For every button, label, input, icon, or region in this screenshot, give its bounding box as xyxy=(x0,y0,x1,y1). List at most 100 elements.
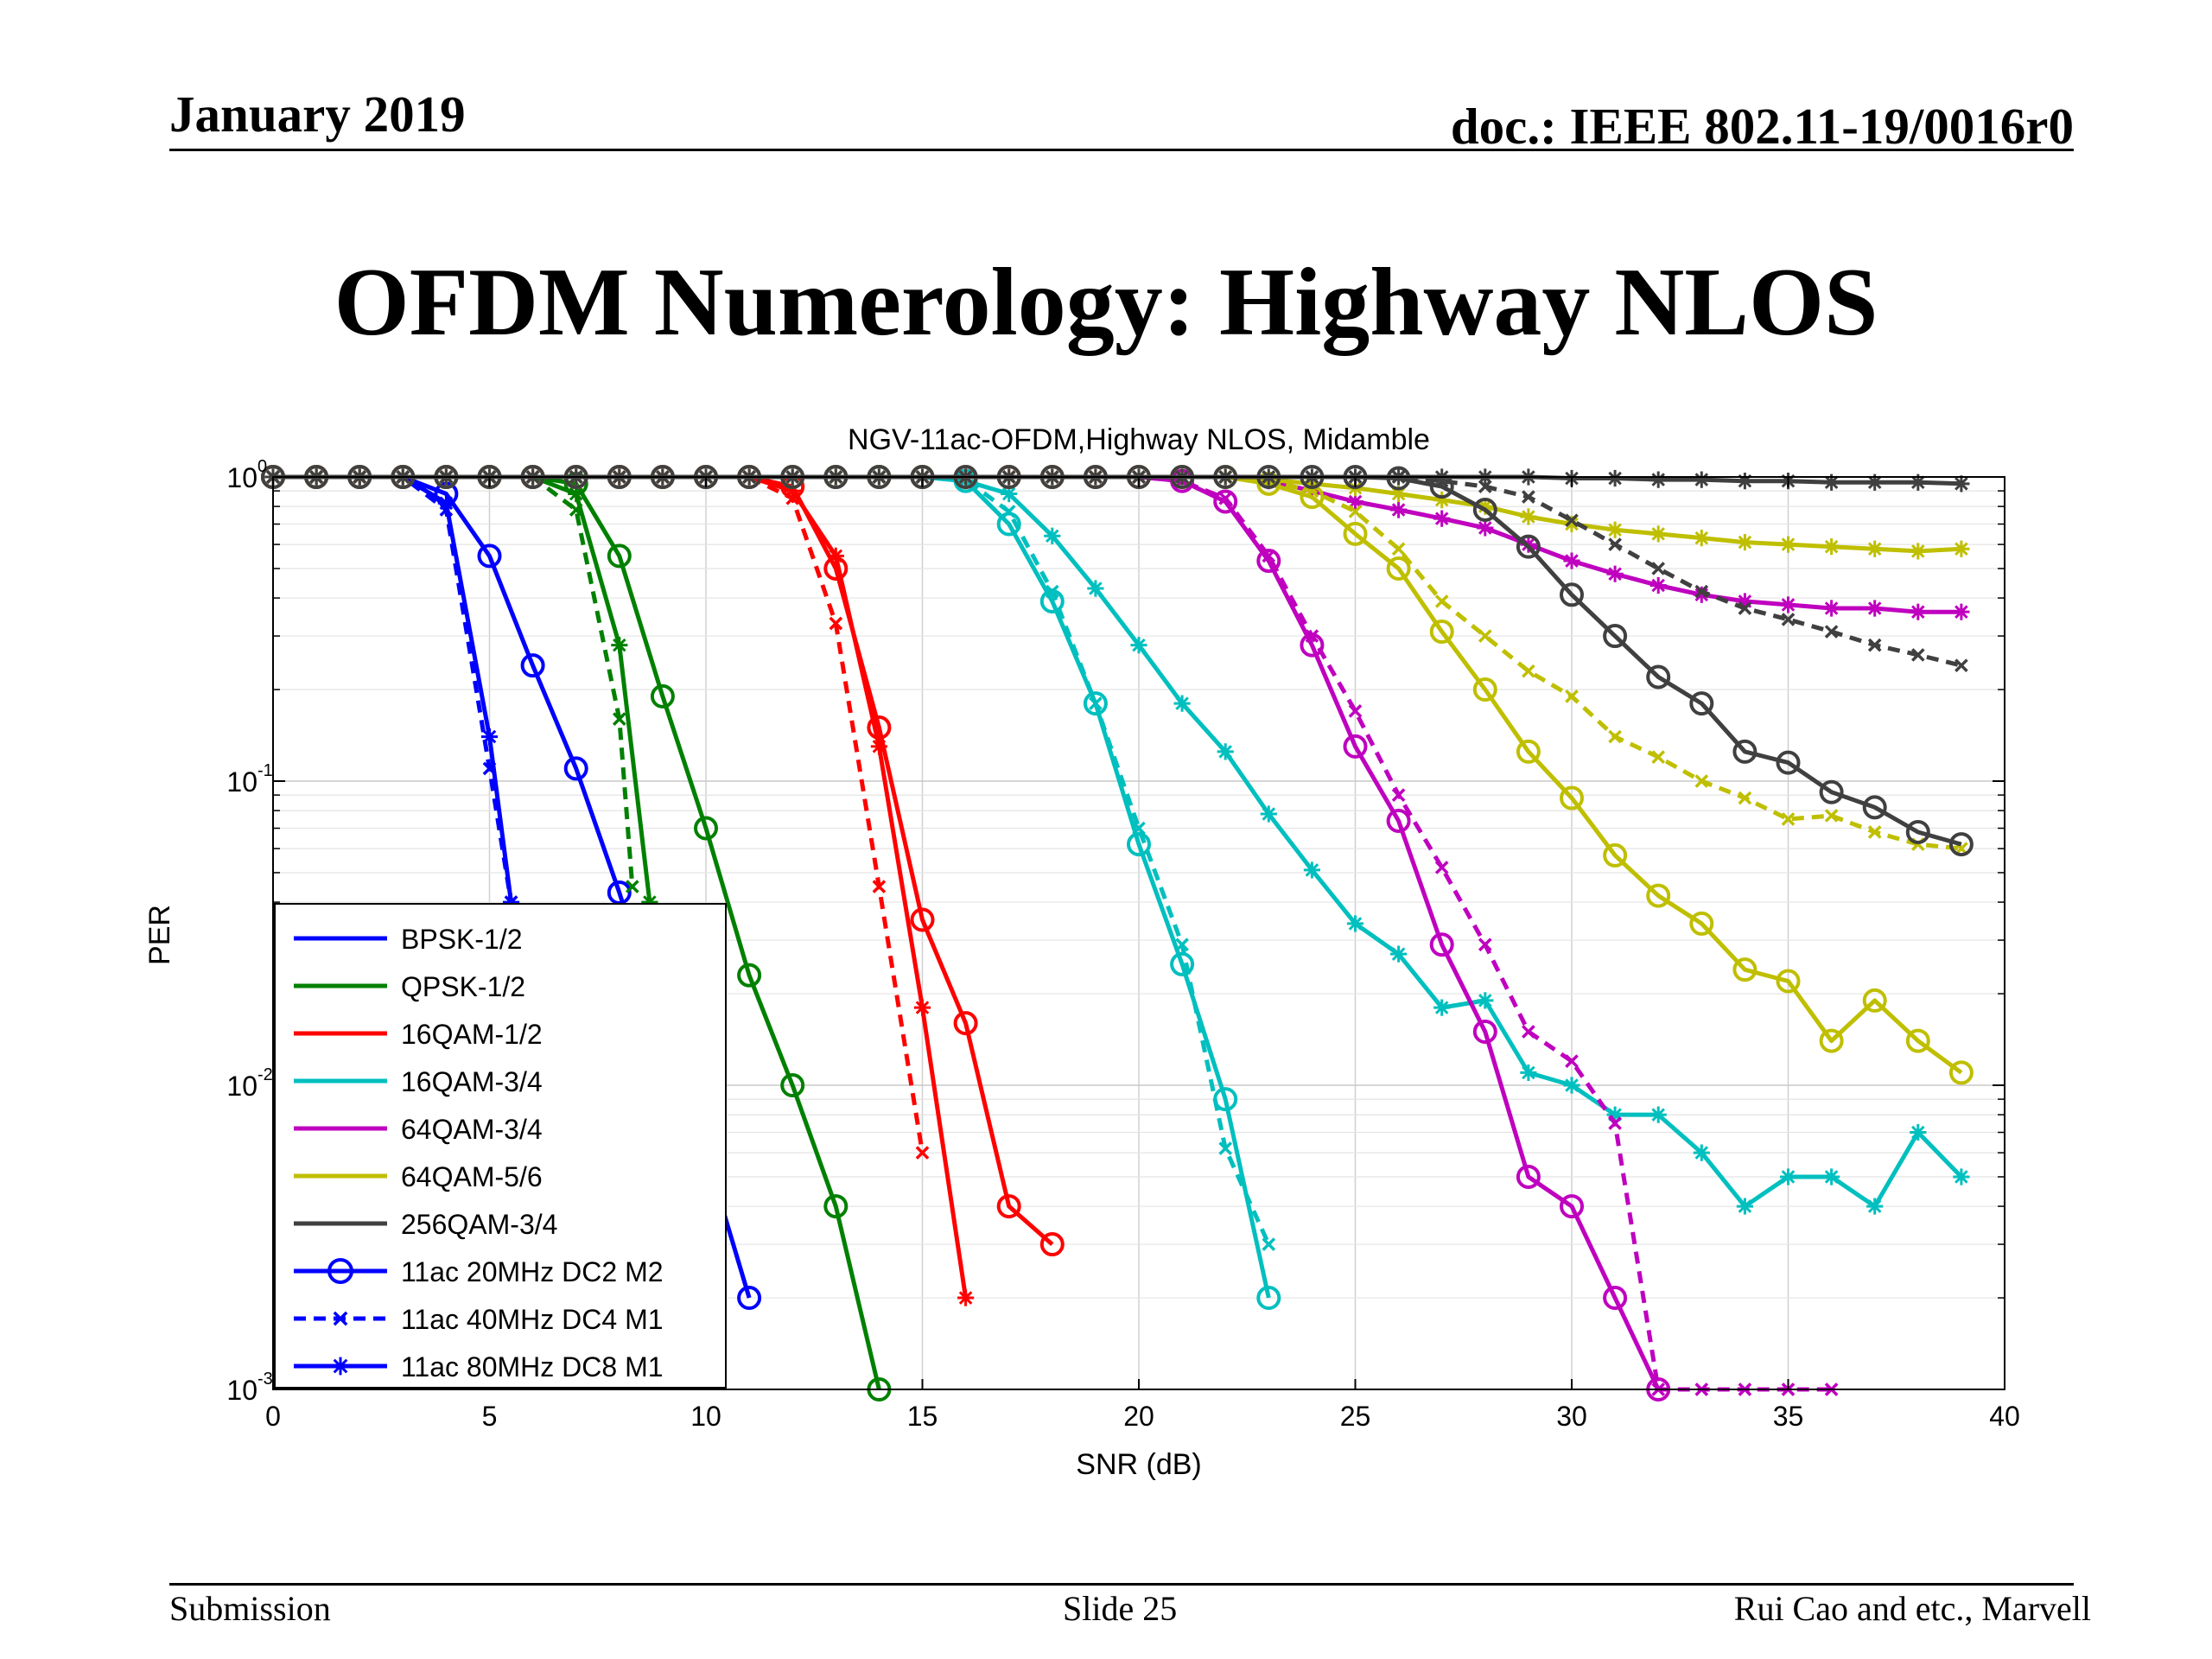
data-point-circle xyxy=(1819,779,1844,804)
data-point-star xyxy=(1736,1198,1753,1215)
data-point-x xyxy=(1045,584,1059,599)
data-point-circle xyxy=(1039,1232,1065,1257)
y-tick-label: 10 xyxy=(226,1375,257,1406)
data-point-x xyxy=(872,880,887,893)
legend-label: 16QAM-1/2 xyxy=(401,1019,543,1050)
data-point-circle xyxy=(1256,549,1281,574)
x-tick-label: 5 xyxy=(482,1401,498,1432)
data-point-x xyxy=(1565,513,1579,528)
data-point-star xyxy=(331,1357,350,1376)
data-point-star xyxy=(1563,552,1580,569)
x-axis-label: SNR (dB) xyxy=(1076,1448,1201,1481)
data-point-x xyxy=(1348,505,1363,518)
data-point-star xyxy=(1693,1144,1710,1161)
data-point-star xyxy=(1520,508,1537,525)
data-point-x xyxy=(625,880,639,893)
data-point-x xyxy=(1738,601,1752,615)
x-tick-label: 25 xyxy=(1340,1401,1371,1432)
legend-entry: 16QAM-3/4 xyxy=(294,1066,543,1097)
data-point-star xyxy=(1953,603,1970,620)
data-point-x xyxy=(1262,549,1276,563)
data-point-star xyxy=(957,1289,975,1306)
data-point-x xyxy=(1781,812,1796,826)
data-point-star xyxy=(1606,1106,1624,1123)
footer-submission: Submission xyxy=(169,1589,331,1628)
data-point-star xyxy=(1001,485,1018,503)
data-point-x xyxy=(1694,584,1709,599)
data-point-circle xyxy=(1343,734,1368,759)
data-point-x xyxy=(829,616,843,631)
data-point-circle xyxy=(1646,883,1671,908)
x-tick-label: 30 xyxy=(1556,1401,1587,1432)
data-point-circle xyxy=(1256,1286,1281,1311)
data-point-circle xyxy=(823,1194,849,1219)
data-point-circle xyxy=(1516,739,1541,764)
data-point-circle xyxy=(1732,739,1758,764)
data-point-star xyxy=(1130,637,1147,654)
data-point-star xyxy=(641,893,658,911)
data-point-circle xyxy=(1472,497,1497,522)
data-point-circle xyxy=(737,963,762,988)
data-point-star xyxy=(1736,473,1753,490)
data-point-star xyxy=(1044,527,1061,544)
y-tick-exponent: -3 xyxy=(257,1370,273,1389)
data-point-circle xyxy=(737,1286,762,1311)
data-point-x xyxy=(1478,480,1492,493)
data-point-circle xyxy=(1516,1164,1541,1189)
data-point-star xyxy=(1477,519,1494,537)
y-tick-label: 10 xyxy=(226,462,257,493)
data-point-star xyxy=(1606,565,1624,582)
header-doc-id: doc.: IEEE 802.11-19/0016r0 xyxy=(1450,98,2074,155)
data-point-circle xyxy=(1516,534,1541,559)
data-point-x xyxy=(1651,562,1666,575)
data-point-star xyxy=(1260,805,1277,823)
data-point-star xyxy=(1779,1168,1797,1185)
data-point-x xyxy=(1262,1237,1276,1251)
legend-entry: 16QAM-1/2 xyxy=(294,1019,543,1050)
data-point-x xyxy=(915,1146,930,1160)
data-point-star xyxy=(611,637,628,654)
data-point-x xyxy=(1824,809,1839,823)
data-point-star xyxy=(1953,475,1970,493)
data-point-star xyxy=(1649,471,1667,488)
data-point-circle xyxy=(1862,795,1887,820)
legend-label: 11ac 40MHz DC4 M1 xyxy=(401,1304,664,1335)
y-tick-exponent: -2 xyxy=(257,1065,273,1084)
legend-entry: 11ac 40MHz DC4 M1 xyxy=(294,1304,664,1335)
data-point-circle xyxy=(1905,819,1930,844)
legend-label: 64QAM-5/6 xyxy=(401,1161,543,1192)
data-point-star xyxy=(480,728,499,746)
data-point-circle xyxy=(1429,932,1454,957)
data-point-x xyxy=(1478,629,1492,643)
data-point-star xyxy=(1606,469,1624,487)
legend-entry: 11ac 20MHz DC2 M2 xyxy=(294,1256,664,1287)
data-point-star xyxy=(1087,580,1104,597)
data-point-x xyxy=(1522,490,1535,504)
data-point-star xyxy=(1910,603,1927,620)
data-point-x xyxy=(1608,537,1622,551)
data-point-circle xyxy=(1732,957,1758,982)
data-point-circle xyxy=(1862,988,1887,1013)
x-tick-label: 20 xyxy=(1123,1401,1154,1432)
x-tick-label: 40 xyxy=(1989,1401,2020,1432)
data-point-circle xyxy=(650,683,675,709)
y-tick-exponent: -1 xyxy=(257,761,273,780)
data-point-x xyxy=(1608,1116,1622,1130)
data-point-star xyxy=(1953,1168,1970,1185)
data-point-star xyxy=(1303,861,1320,879)
data-point-x xyxy=(1867,638,1882,652)
y-tick-label: 10 xyxy=(226,1071,257,1102)
data-point-circle xyxy=(1472,1020,1497,1045)
data-point-star xyxy=(1346,915,1364,932)
chart-title: NGV-11ac-OFDM,Highway NLOS, Midamble xyxy=(848,423,1430,456)
data-point-circle xyxy=(1603,842,1628,868)
data-point-circle xyxy=(607,543,632,569)
data-point-circle xyxy=(1083,691,1108,716)
data-point-circle xyxy=(1948,832,1974,857)
data-point-star xyxy=(784,482,801,499)
data-point-x xyxy=(1694,774,1709,788)
data-point-circle xyxy=(520,653,545,678)
data-point-x xyxy=(1608,729,1622,744)
data-point-star xyxy=(1477,498,1494,515)
data-point-circle xyxy=(1386,809,1411,834)
